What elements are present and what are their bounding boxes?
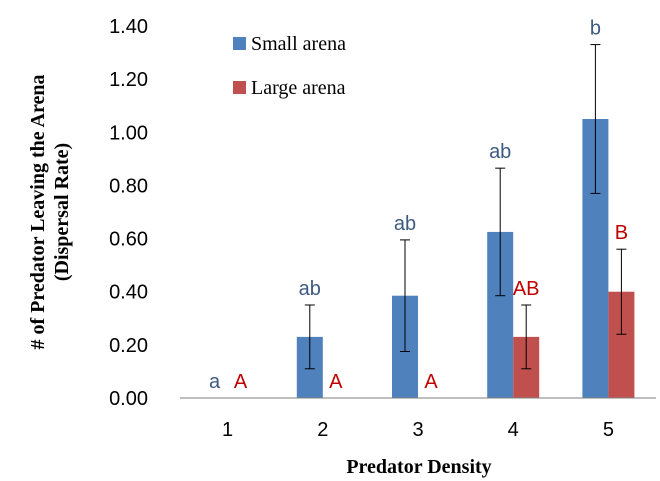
significance-labels: a ab ab ab b A A A AB B	[209, 18, 628, 393]
significance-label-large-arena: A	[329, 371, 343, 393]
x-tick-label: 1	[222, 419, 233, 441]
x-tick-label: 2	[317, 419, 328, 441]
y-axis-title-line1: # of Predator Leaving the Arena	[27, 75, 49, 350]
y-axis-ticks: 0.00 0.20 0.40 0.60 0.80 1.00 1.20 1.40	[109, 16, 148, 410]
y-tick-label: 0.40	[109, 282, 148, 304]
y-axis-title-line2: (Dispersal Rate)	[51, 143, 73, 281]
x-tick-label: 5	[603, 419, 614, 441]
y-tick-label: 0.00	[109, 388, 148, 410]
significance-label-small-arena: b	[590, 18, 601, 40]
significance-label-large-arena: AB	[513, 278, 540, 300]
significance-label-small-arena: ab	[299, 278, 321, 300]
y-tick-label: 1.00	[109, 122, 148, 144]
y-tick-label: 1.40	[109, 16, 148, 38]
y-tick-label: 1.20	[109, 69, 148, 91]
x-tick-label: 4	[508, 419, 519, 441]
error-bars	[304, 44, 627, 370]
significance-label-small-arena: ab	[489, 141, 511, 163]
x-tick-label: 3	[412, 419, 423, 441]
legend-swatch-large-arena	[233, 81, 246, 94]
y-tick-label: 0.20	[109, 335, 148, 357]
bars	[296, 119, 635, 398]
y-tick-label: 0.60	[109, 229, 148, 251]
y-tick-label: 0.80	[109, 175, 148, 197]
legend-label-large-arena: Large arena	[251, 77, 346, 99]
x-axis-ticks: 1 2 3 4 5	[222, 419, 614, 441]
significance-label-large-arena: B	[615, 222, 628, 244]
significance-label-small-arena: ab	[394, 213, 416, 235]
legend-label-small-arena: Small arena	[251, 33, 346, 55]
significance-label-large-arena: A	[234, 371, 248, 393]
x-axis-title: Predator Density	[346, 456, 491, 478]
legend-swatch-small-arena	[233, 37, 246, 50]
legend: Small arena Large arena	[233, 33, 346, 99]
significance-label-large-arena: A	[424, 371, 438, 393]
significance-label-small-arena: a	[209, 371, 221, 393]
